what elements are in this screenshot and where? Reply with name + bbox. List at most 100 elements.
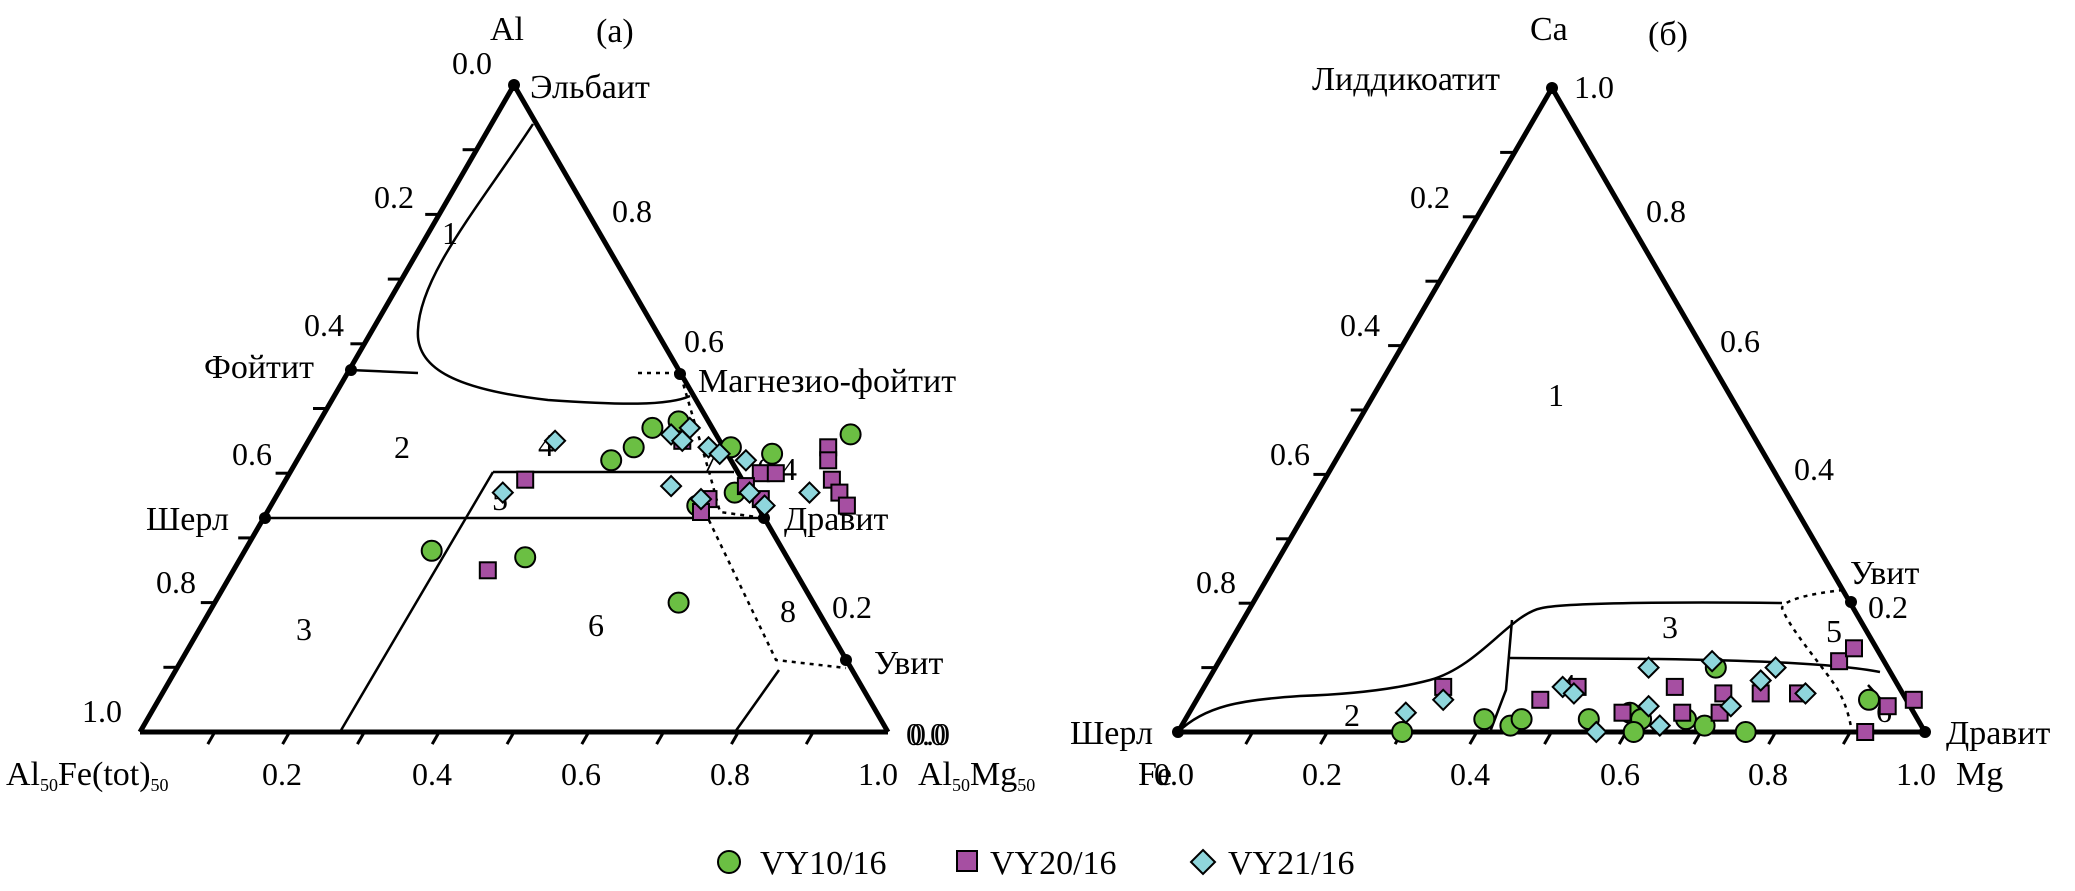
tick-labels-right-b: 1.0 0.8 0.6 0.4 0.2 bbox=[1574, 69, 1908, 625]
data-point-vy21-16 bbox=[1794, 681, 1817, 705]
tick-mark bbox=[1624, 216, 1635, 230]
field-label: 1 bbox=[442, 215, 458, 251]
legend-label: VY21/16 bbox=[1228, 845, 1355, 882]
data-point-vy21-16 bbox=[491, 481, 515, 505]
tick-mark bbox=[849, 666, 859, 681]
field-label: 1 bbox=[1548, 377, 1564, 413]
legend-item-vy21: VY21/16 bbox=[1189, 845, 1355, 882]
tick-label: 1.0 bbox=[858, 756, 898, 792]
tick-mark bbox=[1662, 280, 1672, 295]
tick-label: 0.8 bbox=[1646, 193, 1686, 229]
data-point-vy20-16 bbox=[1878, 697, 1897, 716]
tick-mark bbox=[624, 278, 635, 293]
data-point-vy20-16 bbox=[751, 464, 770, 483]
tick-mark bbox=[1774, 473, 1784, 488]
field-boundaries-a bbox=[265, 123, 781, 733]
panel-label-b: (б) bbox=[1648, 16, 1688, 53]
field-label: 2 bbox=[394, 429, 410, 465]
legend-item-vy20: VY20/16 bbox=[956, 845, 1117, 882]
ternary-panel-a: Al (a) Al50Fe(tot)50 Al50Mg50 0.2 0.4 0.… bbox=[6, 11, 1035, 795]
tick-mark bbox=[1767, 731, 1777, 745]
data-point-vy21-16 bbox=[1562, 681, 1586, 705]
end-member-points-a bbox=[259, 79, 852, 666]
axis-labels-a: Al (a) Al50Fe(tot)50 Al50Mg50 bbox=[6, 11, 1035, 795]
tick-label: 0.0 bbox=[1154, 756, 1194, 792]
tick-label: 0.8 bbox=[1748, 756, 1788, 792]
tick-label: 0.8 bbox=[1196, 564, 1236, 600]
tick-mark bbox=[1841, 731, 1852, 745]
data-point-vy21-16 bbox=[1637, 656, 1661, 680]
tick-label: 0.0 bbox=[452, 45, 492, 81]
data-point-vy20-16 bbox=[1714, 684, 1733, 703]
data-point-vy20-16 bbox=[1673, 703, 1692, 722]
tick-mark bbox=[1811, 538, 1822, 552]
data-point-vy10-16 bbox=[1510, 708, 1533, 731]
tick-label: 1.0 bbox=[1574, 69, 1614, 105]
data-point-vy10-16 bbox=[1734, 721, 1757, 743]
legend-marker-square bbox=[956, 850, 978, 872]
data-point-vy20-16 bbox=[1845, 639, 1863, 658]
field-label: 6 bbox=[588, 607, 604, 643]
tick-label: 0.0 bbox=[906, 716, 946, 752]
data-point-vy21-16 bbox=[708, 442, 732, 466]
tick-label: 0.6 bbox=[684, 323, 724, 359]
end-member-label: Фойтит bbox=[204, 349, 314, 386]
tick-mark bbox=[1886, 666, 1896, 681]
data-point-vy21-16 bbox=[670, 429, 694, 453]
right-vertex-label-b: Mg bbox=[1956, 756, 2003, 793]
tick-mark bbox=[804, 731, 815, 745]
tick-mark bbox=[281, 731, 291, 745]
data-point-vy21-16 bbox=[1648, 714, 1672, 738]
data-point-vy20-16 bbox=[1830, 652, 1849, 671]
field-label: 3 bbox=[296, 611, 312, 647]
data-point-vy21-16 bbox=[689, 487, 713, 511]
tick-label: 0.2 bbox=[262, 756, 302, 792]
tick-mark bbox=[662, 343, 672, 357]
right-vertex-label-a: Al50Mg50 bbox=[918, 756, 1035, 795]
tick-labels-left-a: 0.0 0.2 0.4 0.6 0.8 1.0 bbox=[82, 45, 492, 729]
data-point-vy21-16 bbox=[659, 474, 683, 498]
end-member-label: Магнезио-фойтит bbox=[698, 363, 956, 400]
tick-label: 0.0 bbox=[910, 716, 950, 752]
data-point-vy10-16 bbox=[761, 442, 784, 465]
tick-mark bbox=[206, 731, 217, 745]
tick-labels-bottom-b: 0.0 0.2 0.4 0.6 0.8 1.0 bbox=[1154, 756, 1936, 792]
data-point-vy10-16 bbox=[1473, 708, 1496, 731]
tick-mark bbox=[1244, 731, 1255, 745]
data-point-vy10-16 bbox=[839, 423, 862, 446]
data-points-a bbox=[420, 410, 862, 614]
end-member-label: Эльбаит bbox=[530, 69, 650, 106]
data-point-vy10-16 bbox=[1622, 721, 1645, 743]
tick-label: 0.2 bbox=[1410, 179, 1450, 215]
tick-label: 0.2 bbox=[832, 589, 872, 625]
tick-mark bbox=[356, 731, 366, 745]
data-point-vy10-16 bbox=[1858, 688, 1880, 711]
data-point-vy21-16 bbox=[1637, 694, 1661, 718]
tick-mark bbox=[811, 601, 822, 616]
end-member-labels-a: Эльбаит Фойтит Магнезио-фойтит Шерл Драв… bbox=[146, 69, 956, 682]
legend-label: VY20/16 bbox=[990, 845, 1117, 882]
tick-mark bbox=[505, 731, 516, 745]
data-point-vy21-16 bbox=[1700, 649, 1724, 673]
tick-mark bbox=[1468, 731, 1479, 745]
tick-mark bbox=[1736, 409, 1747, 423]
data-point-vy20-16 bbox=[478, 561, 497, 580]
triangle-frame-a bbox=[137, 83, 891, 735]
tick-mark bbox=[699, 407, 710, 422]
tick-label: 0.2 bbox=[1868, 589, 1908, 625]
data-point-vy21-16 bbox=[1394, 701, 1418, 725]
end-member-label: Шерл bbox=[1070, 715, 1153, 752]
legend-label: VY10/16 bbox=[760, 845, 887, 882]
data-point-vy10-16 bbox=[514, 546, 537, 569]
ternary-panel-b: Ca (б) Fe Mg 0.0 0.2 0.4 0.6 0.8 1.0 0.2… bbox=[1070, 11, 2051, 793]
data-point-vy20-16 bbox=[1904, 690, 1923, 709]
data-point-vy21-16 bbox=[1764, 656, 1788, 680]
tick-mark bbox=[655, 731, 665, 745]
legend-marker-diamond bbox=[1189, 848, 1217, 876]
data-point-vy21-16 bbox=[753, 494, 777, 517]
field-label: 5 bbox=[1826, 613, 1842, 649]
tick-label: 0.6 bbox=[1720, 323, 1760, 359]
tick-label: 0.2 bbox=[1302, 756, 1342, 792]
legend-item-vy10: VY10/16 bbox=[717, 845, 887, 882]
